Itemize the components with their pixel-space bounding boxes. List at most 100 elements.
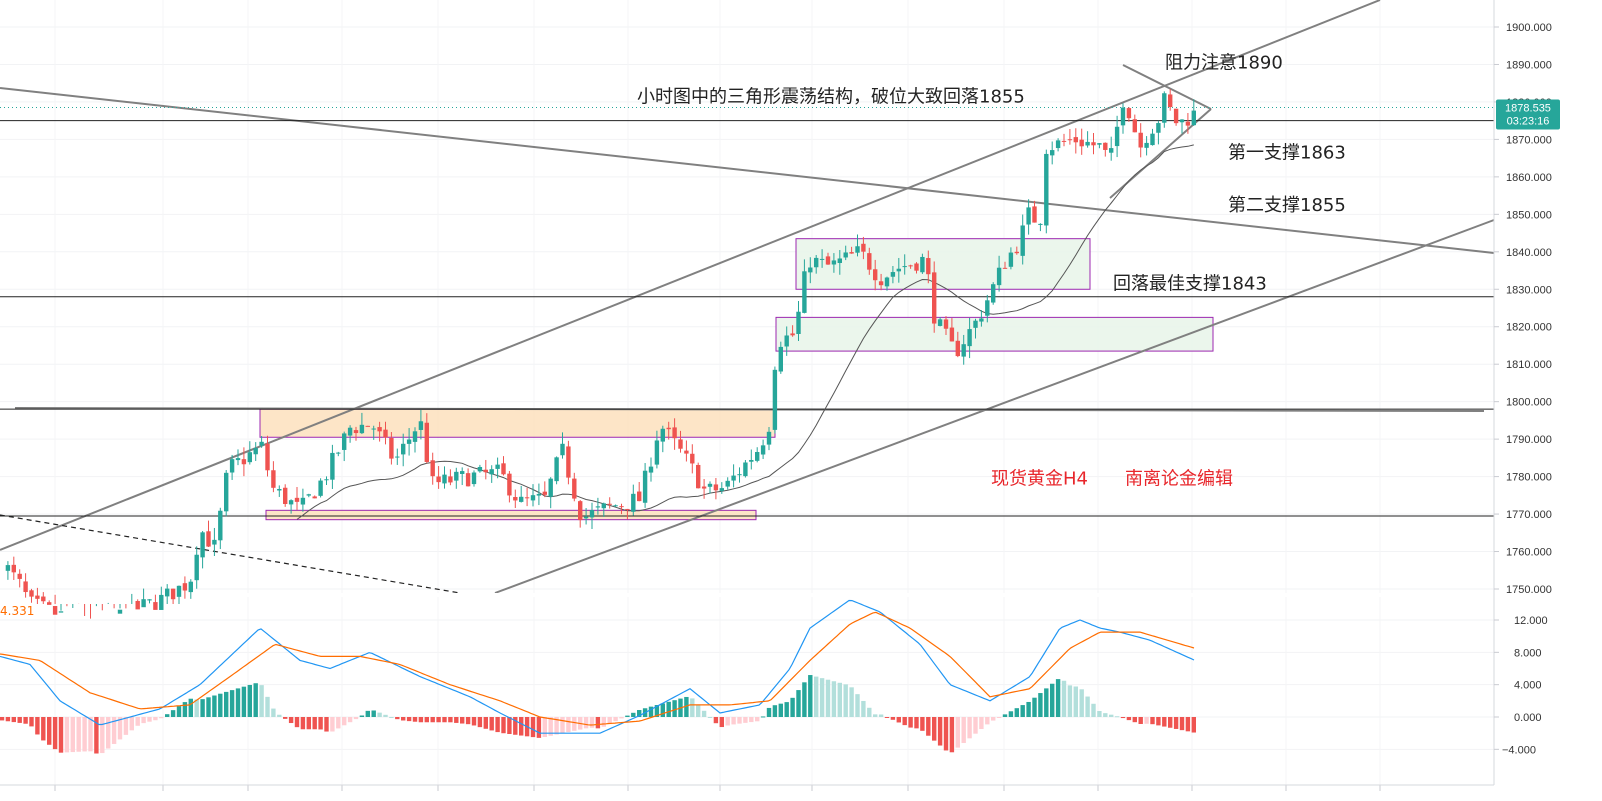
macd-hist-bar <box>1008 711 1014 717</box>
candle-body <box>778 346 783 372</box>
macd-hist-bar <box>755 717 760 722</box>
support-zone-zone <box>265 509 757 521</box>
macd-hist-bar <box>1138 717 1143 724</box>
candle-body <box>660 428 665 442</box>
macd-hist-bar <box>1109 714 1114 717</box>
candle-body <box>524 497 530 499</box>
macd-hist-bar <box>843 684 848 717</box>
candle-body <box>530 495 536 501</box>
macd-hist-bar <box>271 708 276 717</box>
candle-body <box>58 611 64 613</box>
macd-hist-bar <box>737 717 742 724</box>
macd-hist-bar <box>194 699 199 717</box>
axis-label: 1820.000 <box>1506 322 1552 334</box>
macd-hist-bar <box>784 702 789 717</box>
candle-body <box>595 506 601 508</box>
candle-body <box>1173 108 1179 124</box>
candle-body <box>1144 142 1149 148</box>
candle-body <box>17 573 22 579</box>
candle-body <box>548 478 553 497</box>
candle-body <box>11 564 16 573</box>
macd-hist-bar <box>401 717 406 721</box>
price-axis[interactable]: 1750.000 1760.000 1770.000 1780.000 1790.000… <box>1493 0 1602 801</box>
candle-body <box>536 493 542 496</box>
macd-panel: 4.331 <box>0 599 1196 754</box>
candle-body <box>932 272 937 324</box>
candle-body <box>701 486 707 489</box>
candle-body <box>1067 139 1073 141</box>
macd-hist-bar <box>985 717 990 725</box>
candle-body <box>194 554 199 581</box>
candle-body <box>389 437 394 459</box>
macd-hist-bar <box>17 717 22 723</box>
horizontal-levels <box>0 107 1494 517</box>
candle-body <box>1191 110 1196 126</box>
macd-hist-bar <box>849 687 854 717</box>
candle-body <box>937 319 943 326</box>
macd-hist-bar <box>200 699 205 717</box>
candle-body <box>377 427 382 432</box>
macd-hist-bar <box>336 717 341 729</box>
candle-body <box>206 531 211 547</box>
macd-hist-bar <box>277 714 282 717</box>
macd-hist-bar <box>1191 717 1196 733</box>
candle-body <box>460 471 465 474</box>
macd-hist-bar <box>666 701 671 717</box>
candle-body <box>501 463 506 475</box>
candle-body <box>465 473 471 487</box>
candle-body <box>690 453 695 464</box>
candle-body <box>35 595 40 599</box>
macd-hist-bar <box>123 717 129 735</box>
candle-body <box>235 458 241 461</box>
macd-hist-bar <box>300 717 306 730</box>
macd-hist-bar <box>583 717 589 729</box>
candle-body <box>967 329 972 347</box>
candle-body <box>271 470 276 488</box>
macd-hist-bar <box>371 710 376 717</box>
candle-body <box>973 320 978 328</box>
macd-hist-bar <box>1032 697 1037 717</box>
candle-body <box>666 427 671 430</box>
macd-hist-bar <box>572 717 577 731</box>
candle-body <box>1026 207 1031 225</box>
macd-axis[interactable]: 12.000 8.000 4.000 0.000 −4.000 <box>1494 615 1548 756</box>
candle-body <box>713 484 719 491</box>
macd-hist-bar <box>1073 686 1078 717</box>
macd-hist-bar <box>406 717 412 722</box>
candle-body <box>884 277 890 287</box>
candle-body <box>1162 93 1167 123</box>
candle-body <box>1109 148 1114 153</box>
candle-body <box>383 429 388 438</box>
annotation-text: 现货黄金H4 <box>991 468 1088 489</box>
candle-body <box>1008 252 1014 267</box>
candle-body <box>1120 107 1126 126</box>
macd-hist-bar <box>943 717 949 751</box>
macd-hist-bar <box>117 717 123 740</box>
candle-body <box>843 252 848 258</box>
axis-label: 1840.000 <box>1506 247 1552 259</box>
candle-body <box>170 588 176 600</box>
lower-consolidation-zone <box>775 316 1214 352</box>
macd-hist-bar <box>908 717 913 728</box>
macd-hist-bar <box>920 717 925 731</box>
candle-body <box>395 456 400 458</box>
candle-body <box>996 267 1002 286</box>
candle-body <box>1014 251 1019 254</box>
macd-hist-bar <box>961 717 966 743</box>
dashed-trendline <box>0 514 461 594</box>
macd-hist-bar <box>1055 679 1061 717</box>
macd-hist-bar <box>519 717 524 736</box>
macd-hist-bar <box>566 717 571 733</box>
macd-hist-bar <box>0 717 5 721</box>
macd-hist-bar <box>1079 689 1084 717</box>
axis-label: 1890.000 <box>1506 59 1552 71</box>
axis-label: 1750.000 <box>1506 584 1552 596</box>
candle-body <box>1073 137 1078 143</box>
candle-body <box>253 448 258 455</box>
macd-hist-bar <box>52 717 58 750</box>
resistance-zone-zone <box>259 408 776 438</box>
macd-hist-bar <box>837 682 842 717</box>
macd-hist-bar <box>672 700 677 717</box>
macd-hist-bar <box>377 712 382 717</box>
